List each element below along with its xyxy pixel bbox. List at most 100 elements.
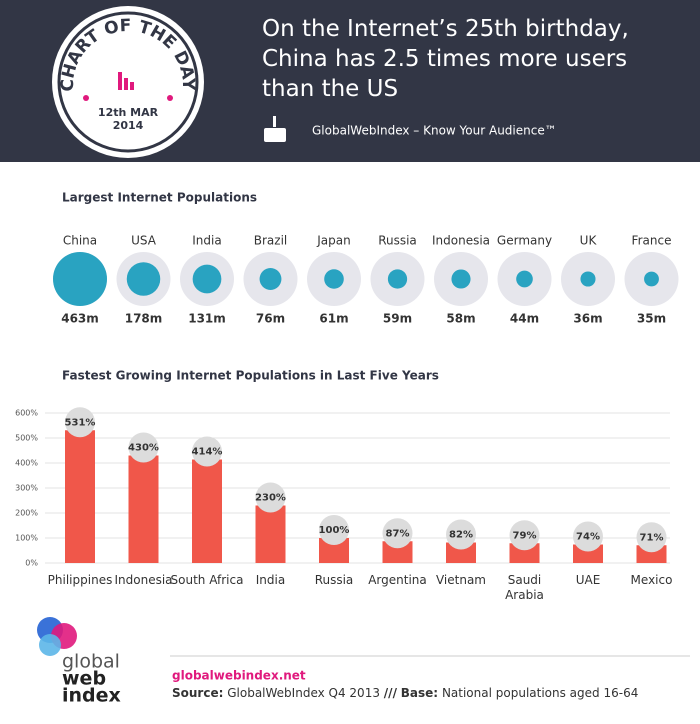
label-bubble	[382, 518, 413, 549]
bar	[255, 505, 286, 563]
logo-circle	[39, 634, 61, 656]
bubble	[451, 269, 471, 289]
bubble	[192, 264, 222, 294]
badge-dot	[167, 95, 173, 101]
label-bubble	[128, 432, 159, 463]
label-bubble	[636, 522, 667, 553]
category-label: Japan	[316, 234, 350, 248]
y-tick-label: 0%	[25, 559, 38, 568]
bubble	[644, 271, 659, 287]
value-label: 531%	[65, 417, 96, 428]
category-label: Indonesia	[432, 234, 490, 248]
bubble	[387, 269, 408, 289]
category-label: Brazil	[254, 234, 288, 248]
label-bubble	[509, 520, 540, 551]
x-tick-label: South Africa	[170, 573, 244, 587]
chart-title: Fastest Growing Internet Populations in …	[62, 369, 439, 383]
badge-year: 2014	[113, 119, 144, 132]
label-bubble	[255, 482, 286, 513]
bar	[65, 430, 95, 563]
category-label: USA	[131, 234, 157, 248]
value-label: 71%	[640, 532, 664, 543]
category-label: France	[632, 234, 672, 248]
separator: ///	[384, 686, 398, 700]
x-tick-label: Mexico	[630, 573, 673, 587]
x-tick-label: Philippines	[47, 573, 113, 587]
value-label: 430%	[128, 443, 159, 454]
x-tick-label: Saudi Arabia	[505, 573, 544, 602]
value-label: 178m	[125, 312, 163, 326]
category-label: India	[192, 234, 221, 248]
bubble	[516, 270, 533, 288]
logo-text: index	[62, 685, 121, 707]
bar	[192, 459, 222, 563]
bar	[446, 542, 476, 563]
cake-candle	[273, 116, 276, 127]
footer-url: globalwebindex.net	[172, 669, 306, 683]
value-label: 35m	[637, 312, 666, 326]
chart-title: Largest Internet Populations	[62, 191, 257, 205]
value-label: 61m	[319, 312, 348, 326]
value-label: 79%	[513, 530, 537, 541]
label-bubble	[319, 515, 349, 545]
value-label: 82%	[449, 530, 473, 541]
y-tick-label: 200%	[15, 509, 38, 518]
base: National populations aged 16-64	[442, 686, 638, 700]
value-label: 131m	[188, 312, 226, 326]
label-bubble	[192, 436, 222, 467]
logo-text: web	[62, 668, 106, 690]
label-bubble	[65, 407, 95, 438]
bar	[128, 455, 159, 563]
y-tick-label: 500%	[15, 434, 38, 443]
value-label: 36m	[573, 312, 602, 326]
source: GlobalWebIndex Q4 2013	[227, 686, 380, 700]
category-label: Russia	[378, 234, 417, 248]
headline: On the Internet’s 25th birthday, China h…	[262, 16, 629, 102]
value-label: 74%	[576, 532, 600, 543]
bubble	[580, 271, 596, 287]
value-label: 414%	[192, 447, 223, 458]
category-label: UK	[580, 234, 598, 248]
x-tick-label: Russia	[314, 573, 354, 587]
value-label: 58m	[446, 312, 475, 326]
value-label: 59m	[383, 312, 412, 326]
footer-source: Source: GlobalWebIndex Q4 2013 /// Base:…	[172, 686, 638, 700]
badge-dot	[83, 95, 89, 101]
value-label: 463m	[61, 312, 99, 326]
brand-line: GlobalWebIndex – Know Your Audience™	[312, 124, 557, 138]
label-bubble	[446, 519, 476, 550]
bar	[382, 541, 413, 563]
value-label: 87%	[386, 528, 410, 539]
cake-icon	[264, 128, 286, 142]
value-label: 230%	[255, 493, 286, 504]
y-tick-label: 300%	[15, 484, 38, 493]
label-bubble	[573, 521, 603, 552]
x-tick-label: UAE	[575, 573, 601, 587]
value-label: 44m	[510, 312, 539, 326]
category-label: Germany	[497, 234, 552, 248]
y-tick-label: 600%	[15, 409, 38, 418]
y-tick-label: 100%	[15, 534, 38, 543]
value-label: 100%	[319, 525, 350, 536]
badge-icon	[118, 72, 122, 90]
bubble	[126, 262, 161, 296]
x-tick-label: Argentina	[368, 573, 427, 587]
x-tick-label: India	[255, 573, 286, 587]
base-label: Base:	[401, 686, 438, 700]
y-tick-label: 400%	[15, 459, 38, 468]
badge-date: 12th MAR	[98, 106, 159, 119]
x-tick-label: Vietnam	[435, 573, 486, 587]
bubble	[53, 252, 107, 306]
source-label: Source:	[172, 686, 223, 700]
badge-ring	[57, 11, 199, 153]
badge-icon	[124, 78, 128, 90]
x-tick-label: Indonesia	[114, 573, 173, 587]
badge-icon	[130, 82, 134, 90]
bubble	[324, 269, 344, 289]
bubble	[259, 268, 282, 290]
value-label: 76m	[256, 312, 285, 326]
category-label: China	[63, 234, 97, 248]
logo-text: global	[62, 651, 120, 673]
